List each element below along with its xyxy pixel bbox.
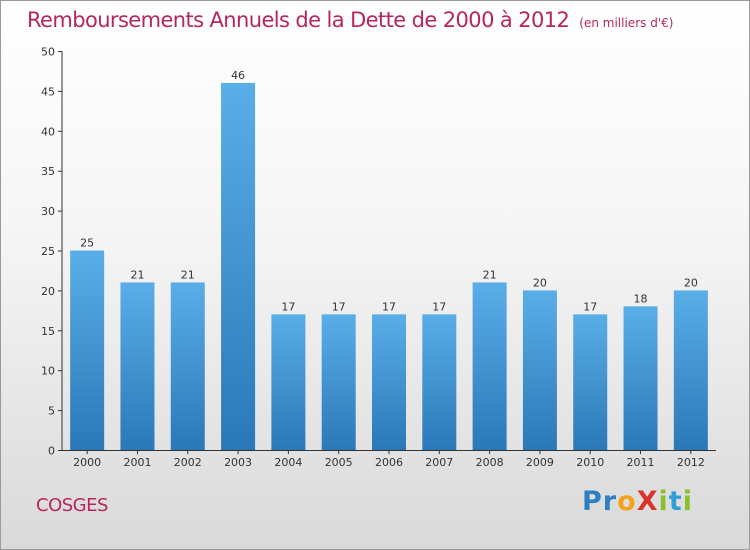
y-axis: 0 5 10 15 20 25 30 35 40 45 50 xyxy=(41,46,63,458)
y-tick-label: 30 xyxy=(41,205,55,218)
bar xyxy=(573,314,608,450)
logo-letter: i xyxy=(682,486,693,517)
bars xyxy=(70,82,708,451)
y-tick-label: 45 xyxy=(41,85,55,98)
x-tick-label: 2012 xyxy=(677,456,705,469)
x-tick-label: 2009 xyxy=(526,456,554,469)
data-label: 17 xyxy=(583,300,597,313)
logo-letter: o xyxy=(617,486,637,517)
bar xyxy=(522,290,557,450)
y-tick-label: 25 xyxy=(41,245,55,258)
data-labels: 25 21 21 46 17 17 17 17 21 20 17 18 20 xyxy=(80,69,698,313)
y-tick-label: 40 xyxy=(41,125,55,138)
data-label: 46 xyxy=(231,69,245,82)
y-tick-label: 50 xyxy=(41,46,55,59)
y-tick-label: 35 xyxy=(41,165,55,178)
chart-title-unit: (en milliers d'€) xyxy=(579,16,674,30)
data-label: 17 xyxy=(382,300,396,313)
bar xyxy=(673,290,708,450)
data-label: 17 xyxy=(432,300,446,313)
proxiti-logo: ProXiti xyxy=(582,486,693,517)
y-tick-label: 15 xyxy=(41,325,55,338)
town-name: COSGES xyxy=(36,495,108,516)
y-tick-label: 0 xyxy=(48,445,55,458)
data-label: 25 xyxy=(80,237,94,250)
bar xyxy=(221,82,256,451)
bar xyxy=(422,314,457,450)
x-tick-label: 2008 xyxy=(476,456,504,469)
y-tick-label: 10 xyxy=(41,365,55,378)
bar xyxy=(170,282,205,450)
chart-title: Remboursements Annuels de la Dette de 20… xyxy=(27,8,673,32)
bar xyxy=(120,282,155,450)
logo-letter: X xyxy=(636,486,659,517)
data-label: 21 xyxy=(130,268,144,281)
bar xyxy=(472,282,507,450)
bar xyxy=(271,314,306,450)
bar xyxy=(372,314,406,450)
x-axis: 2000 2001 2002 2003 2004 2005 2006 2007 2008 2009… xyxy=(62,450,716,469)
bar xyxy=(70,250,105,450)
data-label: 17 xyxy=(281,300,295,313)
bar xyxy=(321,314,356,450)
x-tick-label: 2002 xyxy=(174,456,202,469)
logo-letter: r xyxy=(602,486,618,517)
x-tick-label: 2007 xyxy=(425,456,453,469)
bar xyxy=(623,306,658,450)
x-tick-label: 2011 xyxy=(627,456,655,469)
x-tick-label: 2003 xyxy=(224,456,252,469)
chart-title-main: Remboursements Annuels de la Dette de 20… xyxy=(27,8,570,32)
logo-letter: P xyxy=(582,486,603,517)
data-label: 21 xyxy=(483,268,497,281)
data-label: 21 xyxy=(181,268,195,281)
data-label: 18 xyxy=(634,292,648,305)
y-tick-label: 20 xyxy=(41,285,55,298)
data-label: 20 xyxy=(684,276,698,289)
x-tick-label: 2004 xyxy=(274,456,302,469)
x-tick-label: 2000 xyxy=(73,456,101,469)
x-tick-label: 2010 xyxy=(576,456,604,469)
x-tick-label: 2006 xyxy=(375,456,403,469)
data-label: 17 xyxy=(332,300,346,313)
y-tick-label: 5 xyxy=(48,405,55,418)
logo-letter: i xyxy=(658,486,669,517)
x-tick-label: 2001 xyxy=(123,456,151,469)
logo-letter: t xyxy=(668,486,683,517)
data-label: 20 xyxy=(533,276,547,289)
x-tick-label: 2005 xyxy=(325,456,353,469)
